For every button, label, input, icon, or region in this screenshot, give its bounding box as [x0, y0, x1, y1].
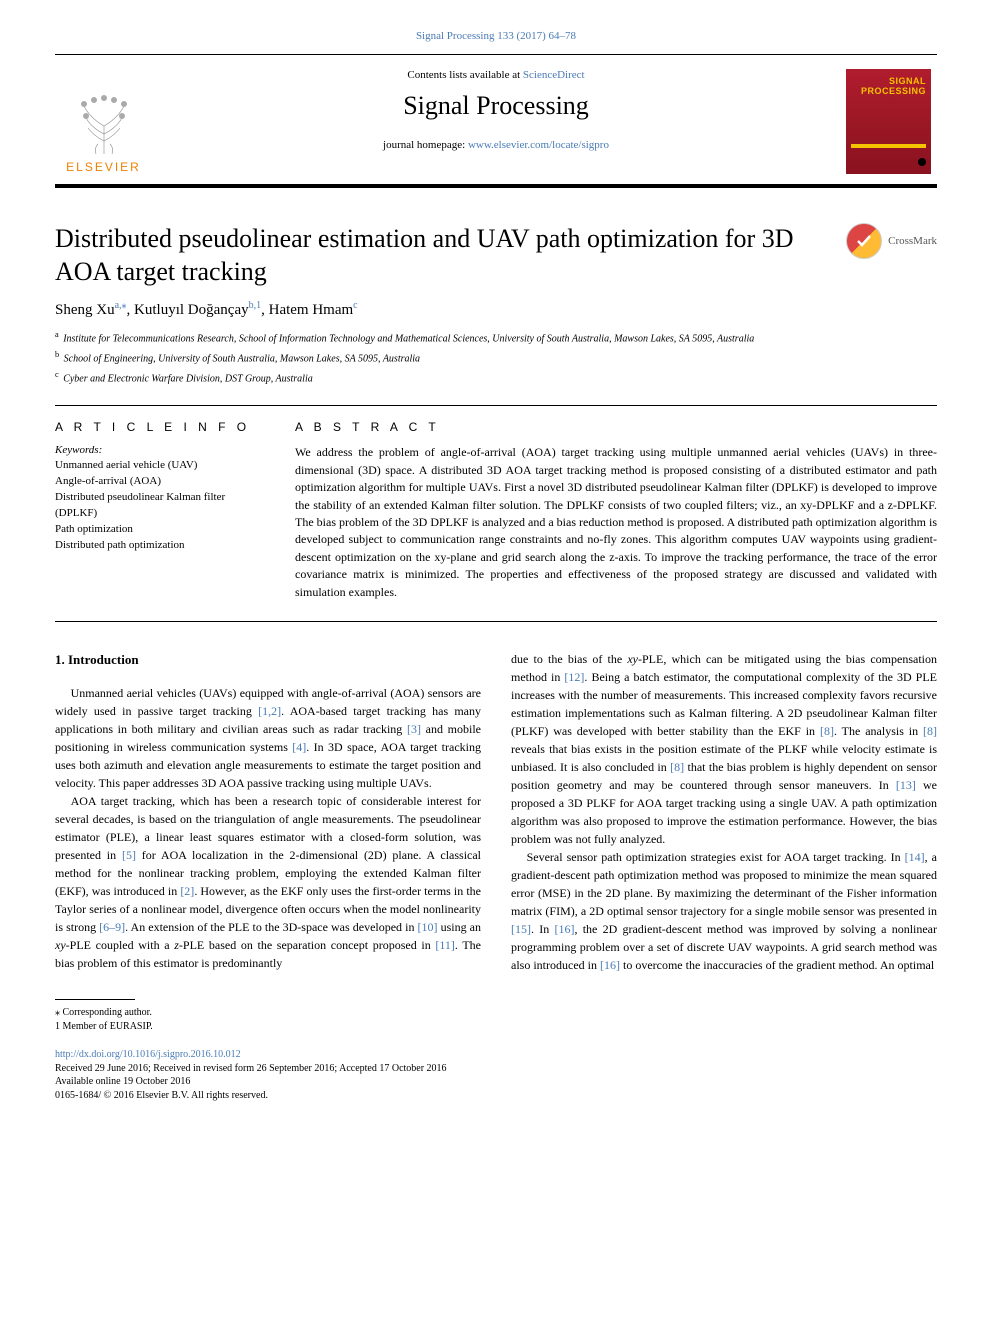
doi-link[interactable]: http://dx.doi.org/10.1016/j.sigpro.2016.…: [55, 1049, 241, 1060]
keyword-item: Distributed pseudolinear Kalman filter (…: [55, 490, 255, 522]
intro-para-2-cont: due to the bias of the xy-PLE, which can…: [511, 650, 937, 848]
footnote-separator: [55, 999, 135, 1000]
footnote-member: 1 Member of EURASIP.: [55, 1020, 937, 1034]
ref-link[interactable]: [1,2]: [258, 704, 281, 718]
author-list: Sheng Xua,⁎, Kutluyıl Doğançayb,1, Hatem…: [55, 300, 937, 319]
keyword-item: Angle-of-arrival (AOA): [55, 474, 255, 490]
journal-cover-icon: SIGNAL PROCESSING: [846, 69, 931, 174]
ref-link[interactable]: [8]: [820, 724, 834, 738]
body-right-column: due to the bias of the xy-PLE, which can…: [511, 650, 937, 974]
affiliation-c: c Cyber and Electronic Warfare Division,…: [55, 369, 937, 386]
top-citation-link[interactable]: Signal Processing 133 (2017) 64–78: [416, 30, 576, 42]
cover-line2: PROCESSING: [851, 87, 926, 97]
abstract-text: We address the problem of angle-of-arriv…: [295, 444, 937, 601]
ref-link[interactable]: [12]: [564, 670, 584, 684]
keywords-list: Unmanned aerial vehicle (UAV) Angle-of-a…: [55, 458, 255, 554]
crossmark-label: CrossMark: [888, 235, 937, 247]
journal-header: ELSEVIER Contents lists available at Sci…: [55, 54, 937, 188]
separator: [55, 405, 937, 406]
intro-para-2: AOA target tracking, which has been a re…: [55, 792, 481, 972]
intro-heading: 1. Introduction: [55, 650, 481, 670]
available-online: Available online 19 October 2016: [55, 1075, 937, 1089]
ref-link[interactable]: [6–9]: [99, 920, 125, 934]
author-2-affil[interactable]: b,1: [249, 300, 262, 311]
crossmark-icon: [846, 223, 882, 259]
contents-available: Contents lists available at ScienceDirec…: [161, 69, 831, 81]
body-left-column: 1. Introduction Unmanned aerial vehicles…: [55, 650, 481, 974]
publisher-logo: ELSEVIER: [61, 69, 146, 174]
ref-link[interactable]: [16]: [600, 958, 620, 972]
author-3: Hatem Hmam: [269, 302, 354, 318]
intro-para-3: Several sensor path optimization strateg…: [511, 848, 937, 974]
ref-link[interactable]: [5]: [122, 848, 136, 862]
article-info-heading: A R T I C L E I N F O: [55, 420, 255, 434]
ref-link[interactable]: [10]: [418, 920, 438, 934]
ref-link[interactable]: [4]: [292, 740, 306, 754]
cover-dot: [918, 158, 926, 166]
keywords-label: Keywords:: [55, 444, 255, 456]
ref-link[interactable]: [16]: [554, 922, 574, 936]
author-1: Sheng Xu: [55, 302, 115, 318]
keyword-item: Unmanned aerial vehicle (UAV): [55, 458, 255, 474]
ref-link[interactable]: [13]: [896, 778, 916, 792]
copyright-line: 0165-1684/ © 2016 Elsevier B.V. All righ…: [55, 1089, 937, 1103]
homepage-link[interactable]: www.elsevier.com/locate/sigpro: [468, 139, 609, 151]
ref-link[interactable]: [3]: [407, 722, 421, 736]
ref-link[interactable]: [8]: [670, 760, 684, 774]
ref-link[interactable]: [14]: [905, 850, 925, 864]
keyword-item: Path optimization: [55, 522, 255, 538]
affiliation-b: b School of Engineering, University of S…: [55, 349, 937, 366]
article-title: Distributed pseudolinear estimation and …: [55, 223, 826, 288]
footnote-corresponding: ⁎ Corresponding author.: [55, 1006, 937, 1020]
keyword-item: Distributed path optimization: [55, 538, 255, 554]
author-3-affil[interactable]: c: [353, 300, 357, 311]
elsevier-tree-icon: [74, 86, 134, 156]
article-history: Received 29 June 2016; Received in revis…: [55, 1062, 937, 1076]
contents-prefix: Contents lists available at: [407, 69, 522, 81]
author-2: Kutluyıl Doğançay: [134, 302, 249, 318]
ref-link[interactable]: [11]: [435, 938, 455, 952]
abstract-heading: A B S T R A C T: [295, 420, 937, 434]
ref-link[interactable]: [2]: [180, 884, 194, 898]
author-1-affil[interactable]: a,⁎: [115, 300, 127, 311]
affiliation-a: a Institute for Telecommunications Resea…: [55, 329, 937, 346]
intro-para-1: Unmanned aerial vehicles (UAVs) equipped…: [55, 684, 481, 792]
cover-bar: [851, 144, 926, 148]
crossmark-badge[interactable]: CrossMark: [846, 223, 937, 259]
ref-link[interactable]: [15]: [511, 922, 531, 936]
ref-link[interactable]: [8]: [923, 724, 937, 738]
homepage-prefix: journal homepage:: [383, 139, 468, 151]
sciencedirect-link[interactable]: ScienceDirect: [523, 69, 585, 81]
journal-title: Signal Processing: [161, 91, 831, 121]
publisher-name: ELSEVIER: [66, 160, 141, 174]
separator: [55, 621, 937, 622]
top-citation: Signal Processing 133 (2017) 64–78: [55, 30, 937, 42]
journal-homepage: journal homepage: www.elsevier.com/locat…: [161, 139, 831, 151]
